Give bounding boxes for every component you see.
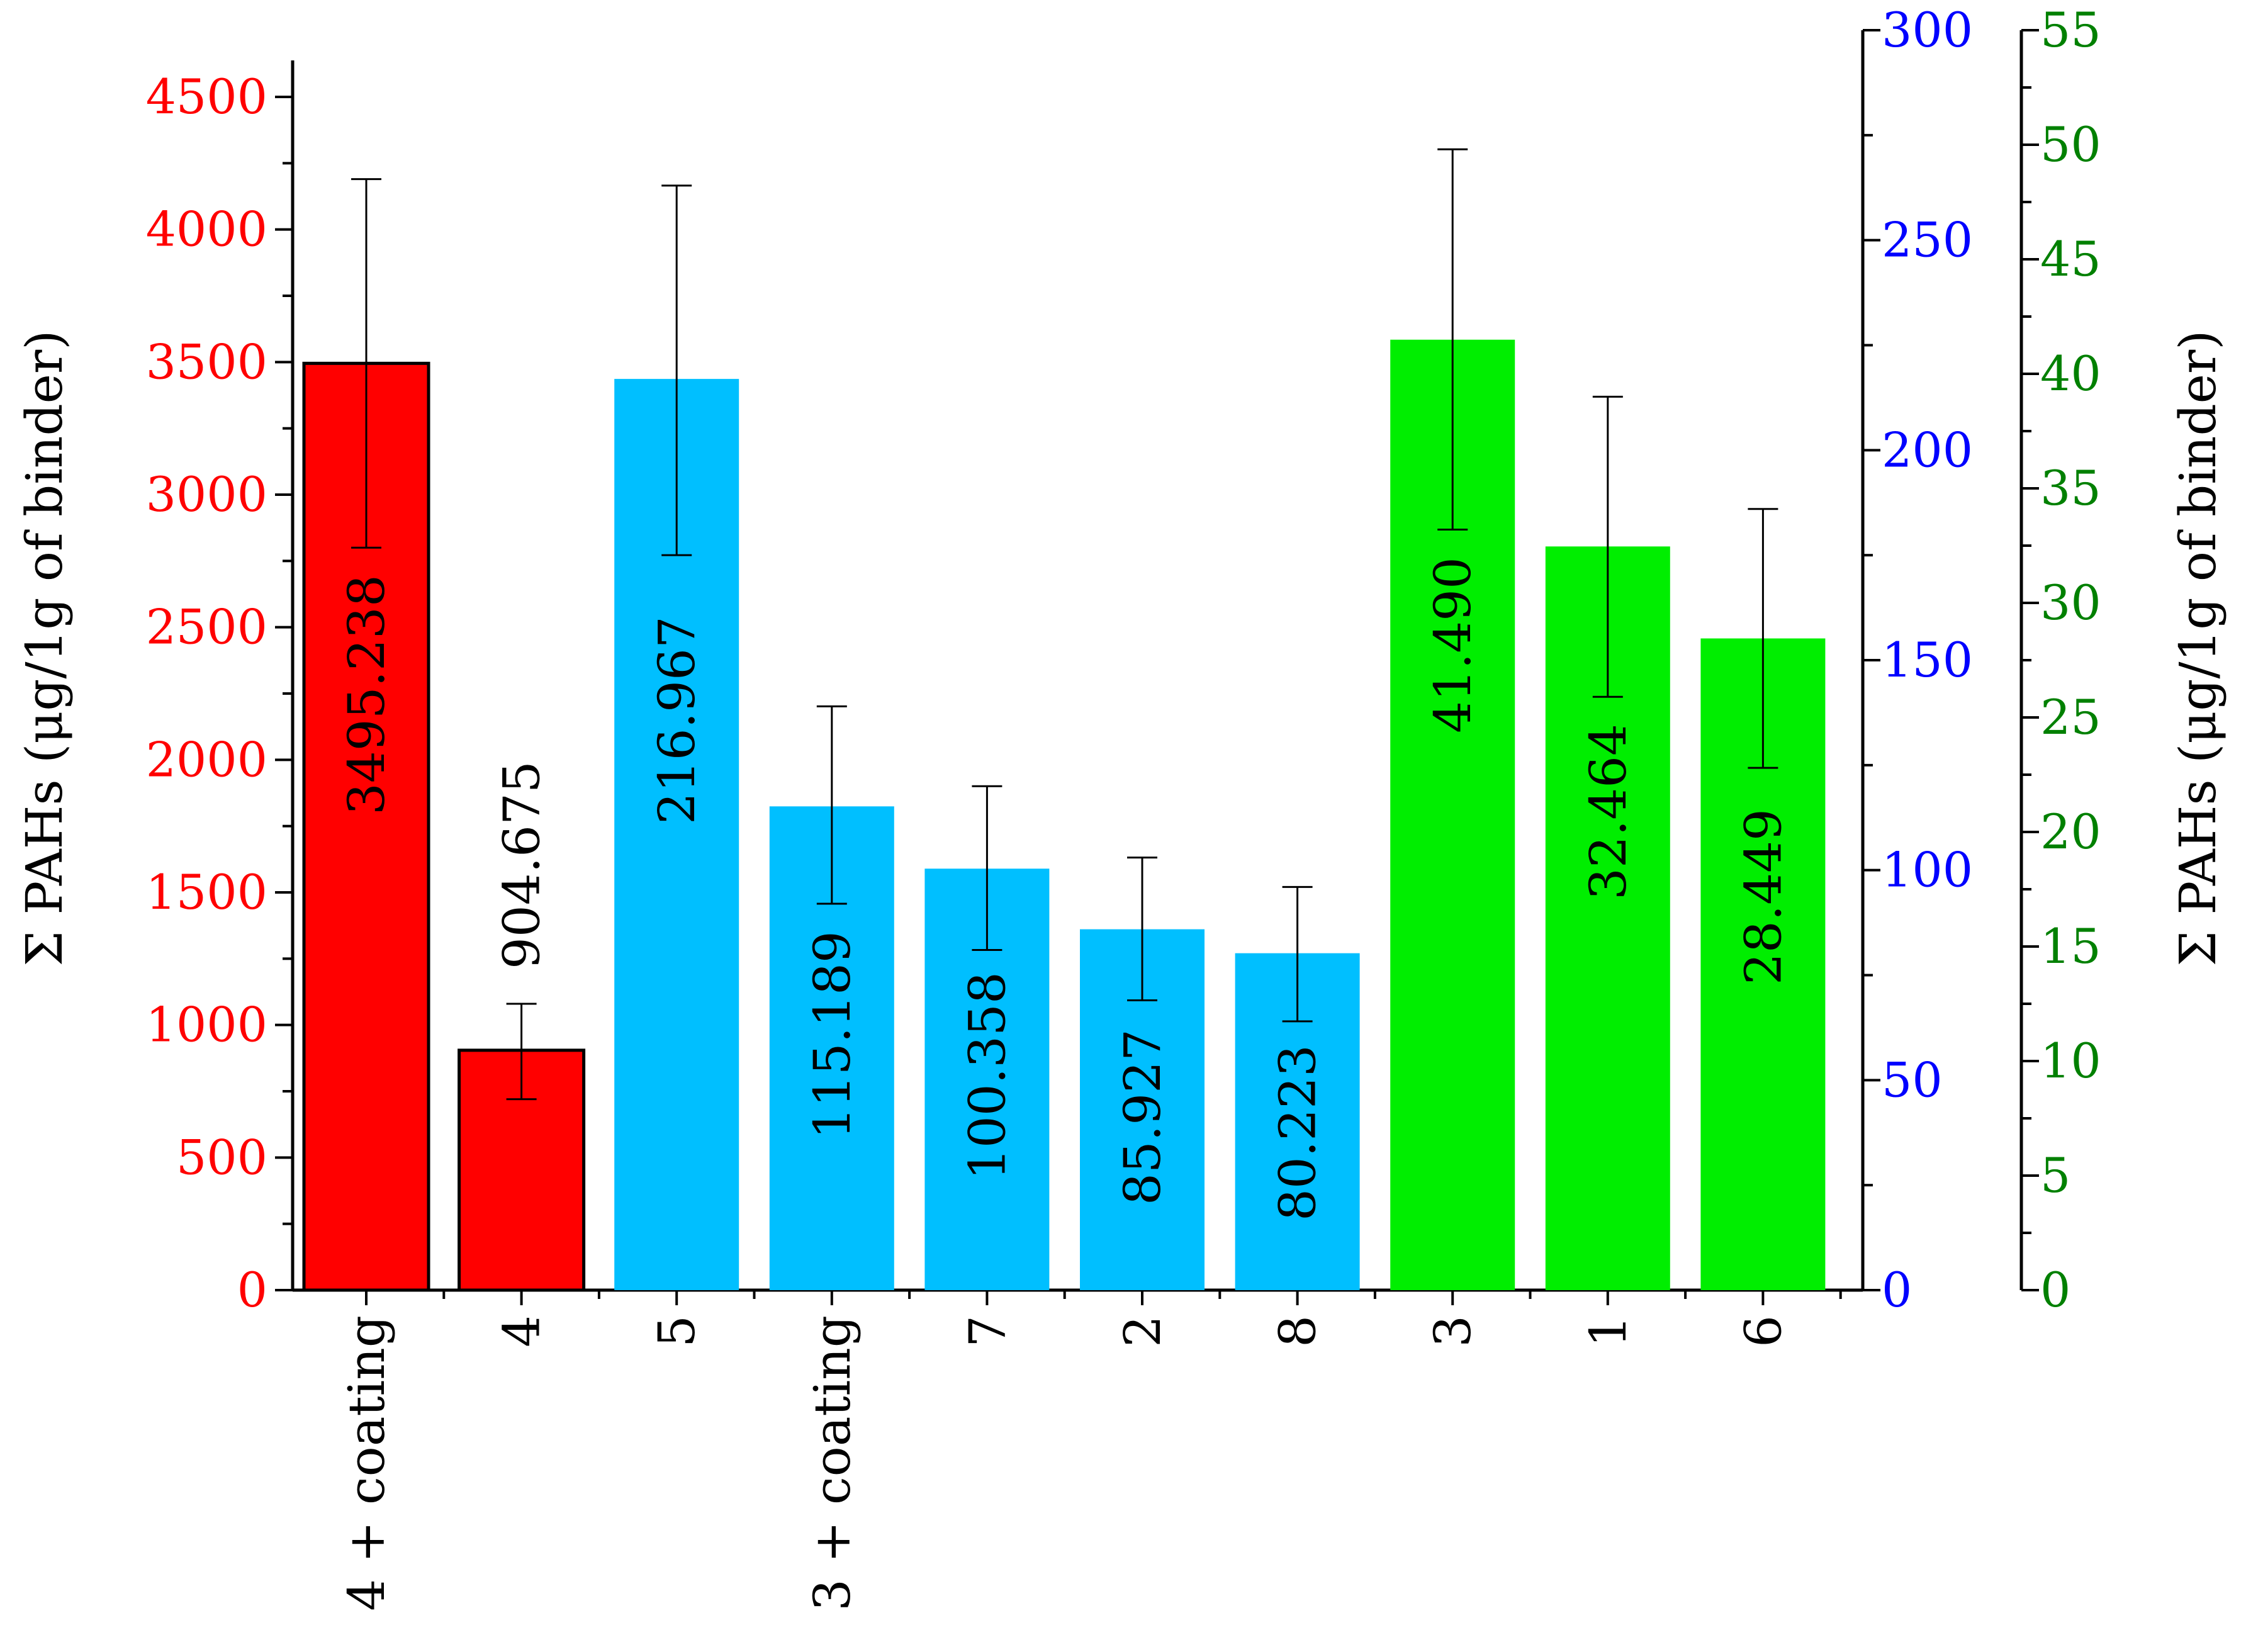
green-y-tick-label: 20: [2040, 804, 2101, 860]
blue-y-tick-label: 0: [1882, 1262, 1912, 1318]
category-label: 1: [1579, 1315, 1637, 1347]
data-label: 115.189: [803, 931, 862, 1139]
red-y-tick-label: 0: [237, 1262, 267, 1318]
red-y-tick-label: 3500: [146, 334, 267, 390]
red-y-tick-label: 3000: [146, 466, 267, 522]
red-y-tick-label: 2000: [146, 731, 267, 787]
category-label: 4: [493, 1315, 551, 1347]
red-y-tick-label: 4500: [146, 69, 267, 125]
plot-area: 3495.238 4 + coating 904.675 4 216.967 5 115.1…: [146, 2, 2101, 1611]
green-y-tick-label: 30: [2040, 575, 2101, 631]
data-label: 41.490: [1424, 557, 1482, 733]
category-label: 7: [958, 1315, 1016, 1347]
data-label: 28.449: [1734, 809, 1792, 985]
data-label: 32.464: [1579, 724, 1637, 900]
category-label: 3: [1424, 1315, 1482, 1347]
blue-y-tick-label: 200: [1882, 422, 1973, 478]
category-label: 8: [1269, 1315, 1327, 1347]
green-y-tick-label: 0: [2040, 1262, 2070, 1318]
green-y-tick-label: 35: [2040, 460, 2101, 516]
category-label: 6: [1734, 1315, 1792, 1347]
green-y-tick-label: 25: [2040, 689, 2101, 745]
category-label: 4 + coating: [337, 1315, 396, 1611]
green-y-tick-label: 50: [2040, 116, 2101, 172]
left-axis-title: Σ PAHs (μg/1g of binder): [15, 330, 74, 967]
blue-y-tick-label: 150: [1882, 632, 1973, 688]
data-label: 100.358: [958, 972, 1016, 1180]
blue-y-tick-label: 100: [1882, 842, 1973, 898]
data-label: 904.675: [493, 761, 551, 969]
blue-y-tick-label: 250: [1882, 212, 1973, 268]
red-y-tick-label: 500: [176, 1129, 267, 1185]
green-y-tick-label: 15: [2040, 918, 2101, 974]
green-y-tick-label: 5: [2040, 1147, 2070, 1203]
red-y-tick-label: 1000: [146, 997, 267, 1053]
green-y-tick-label: 40: [2040, 346, 2101, 402]
data-label: 85.927: [1113, 1029, 1172, 1205]
blue-y-tick-label: 50: [1882, 1052, 1943, 1108]
category-label: 3 + coating: [803, 1315, 862, 1611]
green-y-tick-label: 55: [2040, 2, 2101, 58]
right-axis-title: Σ PAHs (μg/1g of binder): [2169, 330, 2227, 967]
data-label: 80.223: [1269, 1045, 1327, 1221]
red-y-tick-label: 4000: [146, 201, 267, 257]
category-label: 2: [1113, 1315, 1172, 1347]
green-y-tick-label: 45: [2040, 231, 2101, 287]
red-y-tick-label: 1500: [146, 864, 267, 920]
red-y-tick-label: 2500: [146, 599, 267, 655]
green-y-tick-label: 10: [2040, 1033, 2101, 1089]
category-label: 5: [648, 1315, 706, 1347]
data-label: 3495.238: [337, 575, 396, 815]
blue-y-tick-label: 300: [1882, 2, 1973, 58]
data-label: 216.967: [648, 616, 706, 824]
